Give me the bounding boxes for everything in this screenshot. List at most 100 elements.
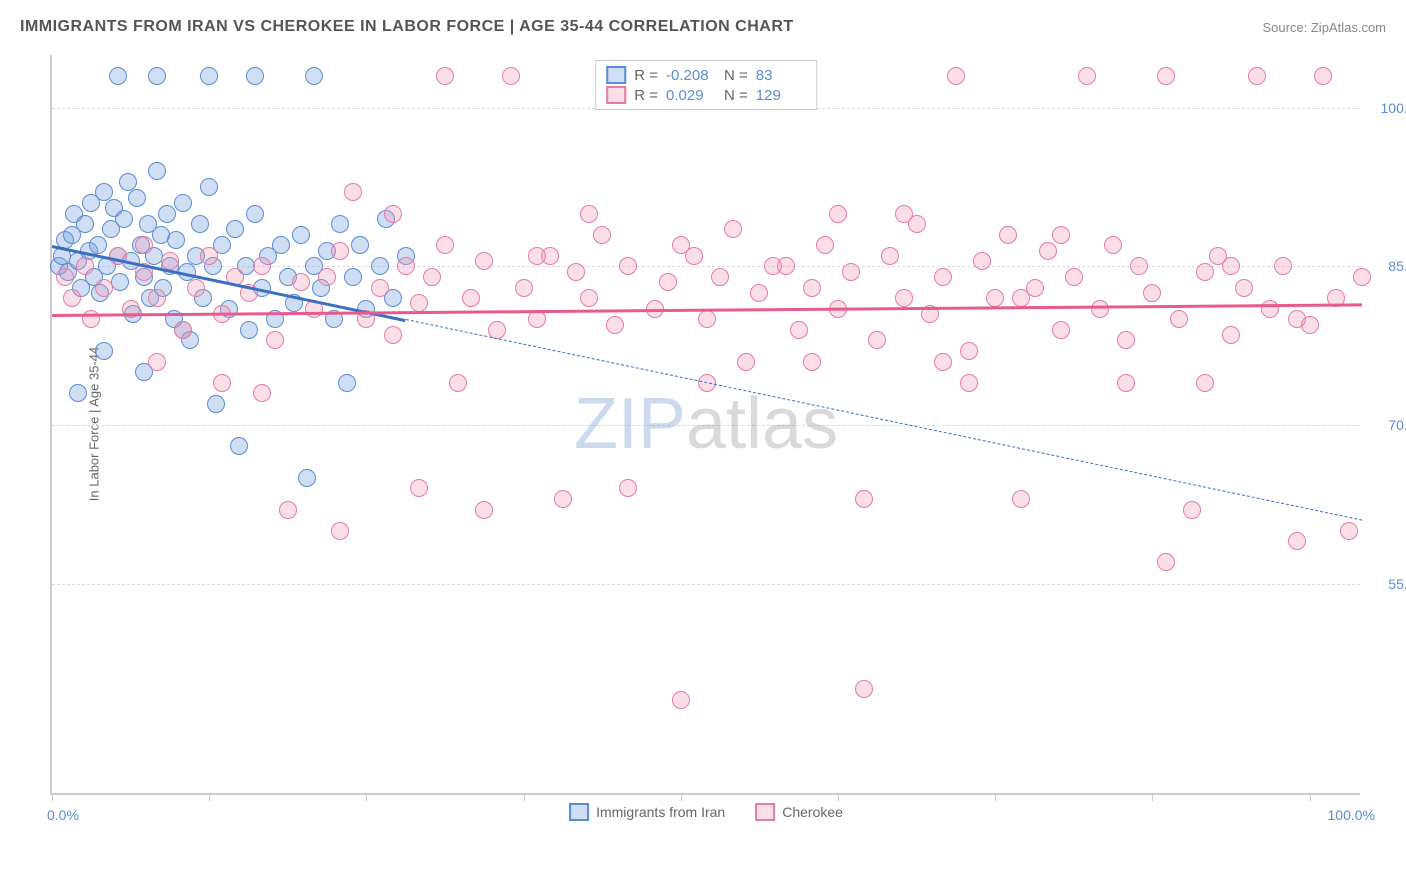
data-point — [331, 242, 349, 260]
swatch-iran — [606, 66, 626, 84]
data-point — [1117, 374, 1135, 392]
data-point — [764, 257, 782, 275]
watermark-part2: atlas — [686, 384, 838, 464]
data-point — [148, 67, 166, 85]
data-point — [567, 263, 585, 281]
data-point — [1052, 321, 1070, 339]
data-point — [115, 210, 133, 228]
data-point — [246, 67, 264, 85]
data-point — [1091, 300, 1109, 318]
data-point — [292, 273, 310, 291]
data-point — [1104, 236, 1122, 254]
y-axis-title: In Labor Force | Age 35-44 — [87, 347, 102, 501]
data-point — [76, 257, 94, 275]
data-point — [191, 215, 209, 233]
x-tick — [995, 793, 996, 801]
data-point — [502, 67, 520, 85]
data-point — [226, 220, 244, 238]
data-point — [554, 490, 572, 508]
data-point — [1170, 310, 1188, 328]
data-point — [580, 289, 598, 307]
data-point — [135, 236, 153, 254]
data-point — [253, 257, 271, 275]
legend-item-cherokee: Cherokee — [755, 803, 843, 821]
data-point — [1314, 67, 1332, 85]
data-point — [331, 522, 349, 540]
data-point — [200, 178, 218, 196]
x-tick — [209, 793, 210, 801]
x-tick — [1310, 793, 1311, 801]
correlation-stats-box: R = -0.208 N = 83 R = 0.029 N = 129 — [595, 60, 817, 110]
data-point — [1157, 67, 1175, 85]
data-point — [318, 268, 336, 286]
r-label: R = — [634, 87, 658, 104]
data-point — [384, 205, 402, 223]
data-point — [619, 479, 637, 497]
watermark: ZIPatlas — [574, 383, 838, 465]
n-value-iran: 83 — [756, 67, 806, 84]
data-point — [895, 289, 913, 307]
data-point — [1261, 300, 1279, 318]
data-point — [1039, 242, 1057, 260]
data-point — [148, 353, 166, 371]
data-point — [816, 236, 834, 254]
y-tick-label: 100.0% — [1368, 100, 1406, 116]
data-point — [1222, 257, 1240, 275]
data-point — [698, 310, 716, 328]
data-point — [200, 67, 218, 85]
data-point — [881, 247, 899, 265]
data-point — [338, 374, 356, 392]
n-label: N = — [724, 87, 748, 104]
r-value-iran: -0.208 — [666, 67, 716, 84]
data-point — [56, 268, 74, 286]
data-point — [230, 437, 248, 455]
x-min-label: 0.0% — [47, 807, 79, 823]
data-point — [462, 289, 480, 307]
data-point — [266, 331, 284, 349]
data-point — [1288, 532, 1306, 550]
data-point — [659, 273, 677, 291]
watermark-part1: ZIP — [574, 384, 686, 464]
data-point — [934, 268, 952, 286]
trendline — [406, 319, 1362, 521]
data-point — [240, 321, 258, 339]
legend-swatch-cherokee — [755, 803, 775, 821]
data-point — [371, 279, 389, 297]
data-point — [95, 342, 113, 360]
data-point — [606, 316, 624, 334]
data-point — [855, 680, 873, 698]
data-point — [292, 226, 310, 244]
gridline — [52, 425, 1360, 426]
data-point — [829, 205, 847, 223]
data-point — [148, 289, 166, 307]
x-tick — [838, 793, 839, 801]
data-point — [803, 353, 821, 371]
data-point — [711, 268, 729, 286]
data-point — [934, 353, 952, 371]
data-point — [1052, 226, 1070, 244]
data-point — [1340, 522, 1358, 540]
data-point — [580, 205, 598, 223]
data-point — [436, 67, 454, 85]
data-point — [1012, 490, 1030, 508]
x-tick — [1152, 793, 1153, 801]
data-point — [423, 268, 441, 286]
data-point — [69, 384, 87, 402]
legend-swatch-iran — [569, 803, 589, 821]
data-point — [1012, 289, 1030, 307]
data-point — [449, 374, 467, 392]
data-point — [724, 220, 742, 238]
x-tick — [366, 793, 367, 801]
y-tick-label: 85.0% — [1368, 258, 1406, 274]
data-point — [1235, 279, 1253, 297]
data-point — [410, 294, 428, 312]
legend-item-iran: Immigrants from Iran — [569, 803, 725, 821]
data-point — [1143, 284, 1161, 302]
y-tick-label: 55.0% — [1368, 576, 1406, 592]
data-point — [111, 273, 129, 291]
data-point — [187, 279, 205, 297]
data-point — [790, 321, 808, 339]
source-attribution: Source: ZipAtlas.com — [1262, 20, 1386, 35]
data-point — [384, 326, 402, 344]
data-point — [351, 236, 369, 254]
